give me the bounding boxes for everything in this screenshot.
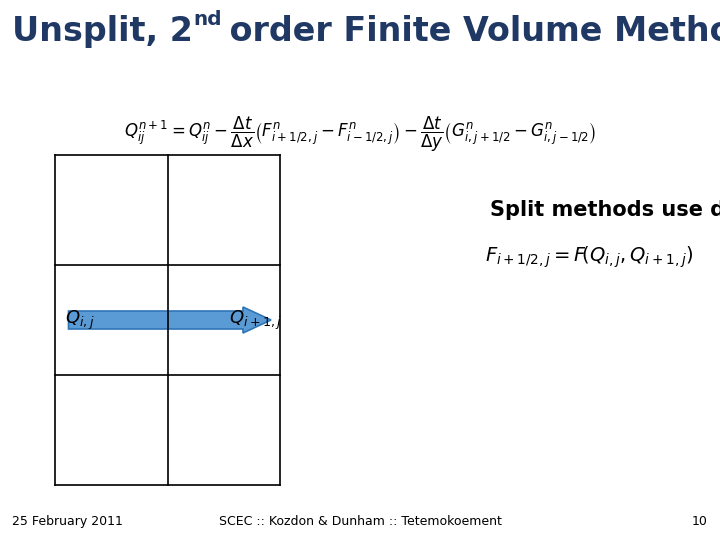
Text: 25 February 2011: 25 February 2011 — [12, 515, 123, 528]
Text: $F_{i+1/2,j} = F\!\left(Q_{i,j}, Q_{i+1,j}\right)$: $F_{i+1/2,j} = F\!\left(Q_{i,j}, Q_{i+1,… — [485, 245, 693, 271]
Text: $Q_{i,j}$: $Q_{i,j}$ — [65, 308, 94, 332]
FancyArrow shape — [68, 307, 271, 333]
Text: $Q_{ij}^{n+1} = Q_{ij}^{n} - \dfrac{\Delta t}{\Delta x}\left(F_{i+1/2,j}^{n} - F: $Q_{ij}^{n+1} = Q_{ij}^{n} - \dfrac{\Del… — [124, 115, 596, 154]
Text: Unsplit, 2: Unsplit, 2 — [12, 15, 193, 48]
Text: Split methods use dimensional fluxes:: Split methods use dimensional fluxes: — [490, 200, 720, 220]
Text: nd: nd — [193, 10, 222, 29]
Text: order Finite Volume Method: order Finite Volume Method — [218, 15, 720, 48]
Text: 10: 10 — [692, 515, 708, 528]
Text: $Q_{i+1,j}$: $Q_{i+1,j}$ — [229, 308, 282, 332]
Text: SCEC :: Kozdon & Dunham :: Tetemokoement: SCEC :: Kozdon & Dunham :: Tetemokoement — [219, 515, 501, 528]
